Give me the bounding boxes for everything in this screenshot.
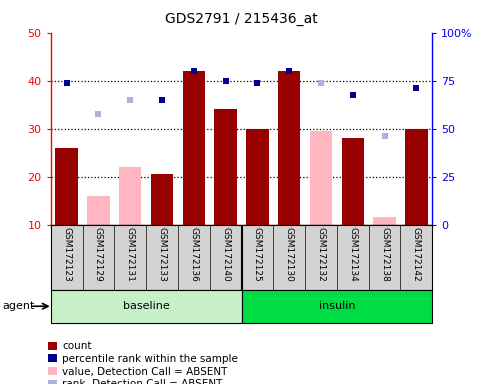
FancyBboxPatch shape (51, 290, 242, 323)
Text: insulin: insulin (319, 301, 355, 311)
Text: GDS2791 / 215436_at: GDS2791 / 215436_at (165, 12, 318, 25)
Text: GSM172142: GSM172142 (412, 227, 421, 281)
Text: GSM172138: GSM172138 (380, 227, 389, 281)
Text: GSM172133: GSM172133 (157, 227, 167, 281)
Text: GSM172136: GSM172136 (189, 227, 199, 281)
Text: agent: agent (2, 301, 35, 311)
Bar (183, 71, 205, 225)
Bar (341, 138, 364, 225)
Bar (373, 217, 396, 225)
Bar (56, 148, 78, 225)
Text: baseline: baseline (123, 301, 170, 311)
Bar (278, 71, 300, 225)
Bar (119, 167, 142, 225)
Text: GSM172134: GSM172134 (348, 227, 357, 281)
Bar (87, 196, 110, 225)
Text: GSM172125: GSM172125 (253, 227, 262, 281)
Bar (214, 109, 237, 225)
Bar (246, 129, 269, 225)
Text: GSM172129: GSM172129 (94, 227, 103, 281)
Bar (151, 174, 173, 225)
Text: GSM172132: GSM172132 (316, 227, 326, 281)
Text: GSM172131: GSM172131 (126, 227, 135, 281)
Bar (310, 131, 332, 225)
Text: GSM172130: GSM172130 (284, 227, 294, 281)
FancyBboxPatch shape (242, 290, 432, 323)
Text: GSM172140: GSM172140 (221, 227, 230, 281)
Legend: count, percentile rank within the sample, value, Detection Call = ABSENT, rank, : count, percentile rank within the sample… (46, 339, 240, 384)
Text: GSM172123: GSM172123 (62, 227, 71, 281)
Bar (405, 129, 427, 225)
